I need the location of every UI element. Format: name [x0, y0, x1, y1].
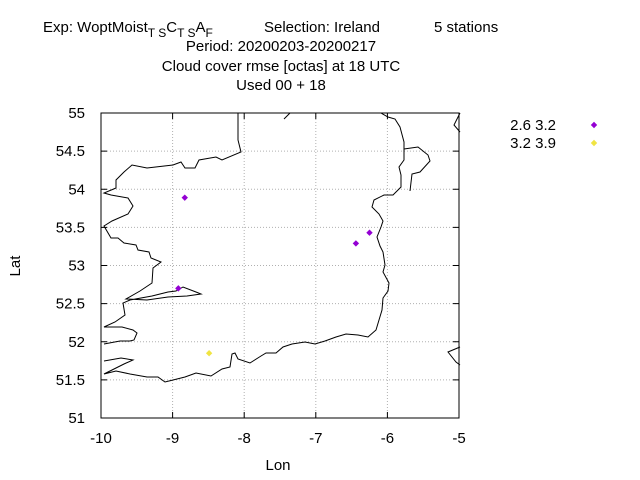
coastline-islet — [283, 112, 305, 120]
title-exp-mid-1: C — [166, 19, 177, 36]
plot-border — [100, 112, 460, 419]
data-point — [175, 285, 182, 292]
title-subscript-3: F — [206, 26, 213, 40]
data-point — [181, 194, 188, 201]
title-subscript-1: T S — [148, 26, 166, 40]
tick-labels: -10 -9 -8 -7 -6 -5 51 51.5 52 52.5 53 53.5 54 54.5 55 — [56, 105, 466, 447]
grid — [101, 113, 459, 418]
title-stations: 5 stations — [434, 19, 498, 36]
y-tick-label: 52.5 — [56, 296, 85, 313]
x-tick-label: -6 — [381, 430, 394, 447]
title-exp-prefix: Exp: WoptMoist — [43, 19, 149, 36]
y-tick-label: 51.5 — [56, 372, 85, 389]
coastline-ireland-south — [103, 112, 405, 383]
data-point — [205, 349, 213, 357]
data-point — [366, 229, 373, 236]
coastline-map — [102, 112, 461, 383]
coastline-northeast — [403, 146, 431, 192]
data-point — [352, 240, 360, 247]
x-tick-label: -9 — [166, 430, 179, 447]
legend-marker — [590, 121, 598, 129]
legend-label: 2.6 3.2 — [510, 117, 556, 134]
x-tick-label: -7 — [309, 430, 322, 447]
title-metric: Cloud cover rmse [octas] at 18 UTC — [162, 58, 401, 75]
title-exp-mid-2: A — [196, 19, 206, 36]
title-period: Period: 20200203-20200217 — [186, 38, 376, 55]
legend-label: 3.2 3.9 — [510, 135, 556, 152]
y-tick-label: 51 — [68, 410, 85, 427]
y-tick-label: 52 — [68, 334, 85, 351]
title-selection: Selection: Ireland — [264, 19, 380, 36]
axis-ticks — [100, 112, 460, 419]
legend: 2.6 3.23.2 3.9 — [510, 117, 598, 152]
data-points — [175, 194, 373, 357]
x-axis-label: Lon — [265, 457, 290, 474]
y-tick-label: 54 — [68, 181, 85, 198]
legend-marker — [590, 139, 598, 147]
title-subscript-2: T S — [177, 26, 195, 40]
title-line-1: Exp: WoptMoistT SCT SAF — [43, 19, 213, 40]
x-tick-label: -5 — [452, 430, 465, 447]
y-axis-label: Lat — [7, 255, 24, 277]
coastline-ireland-west — [102, 113, 242, 345]
coastline-britain — [453, 112, 461, 133]
y-tick-label: 54.5 — [56, 143, 85, 160]
x-tick-label: -8 — [238, 430, 251, 447]
y-tick-label: 53 — [68, 258, 85, 275]
title-used: Used 00 + 18 — [236, 77, 326, 94]
coastline-wales — [447, 346, 461, 366]
y-tick-label: 55 — [68, 105, 85, 122]
x-tick-label: -10 — [90, 430, 112, 447]
y-tick-label: 53.5 — [56, 219, 85, 236]
